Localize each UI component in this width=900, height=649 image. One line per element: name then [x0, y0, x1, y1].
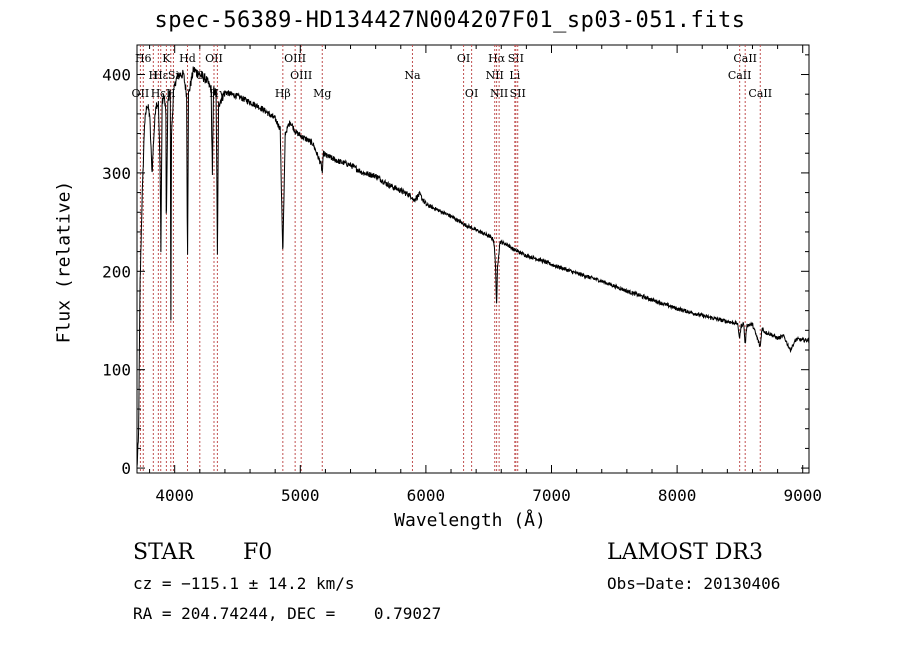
- y-tick-label: 300: [102, 164, 131, 183]
- marker-label: OIII: [284, 52, 306, 65]
- x-axis-label: Wavelength (Å): [394, 510, 546, 531]
- chart-title: spec-56389-HD134427N004207F01_sp03-051.f…: [154, 8, 746, 33]
- spectrum-line: [136, 66, 810, 467]
- object-class: STAR: [133, 540, 194, 565]
- survey-name: LAMOST DR3: [607, 540, 763, 565]
- marker-label: Mg: [313, 87, 331, 100]
- marker-label: Hβ: [275, 87, 291, 100]
- x-tick-label: 4000: [155, 486, 194, 505]
- marker-label: NII: [490, 87, 508, 100]
- marker-label: Si: [168, 69, 180, 82]
- marker-label: SII: [508, 52, 524, 65]
- marker-label: SII: [510, 87, 526, 100]
- marker-label: OI: [465, 87, 478, 100]
- y-tick-label: 100: [102, 361, 131, 380]
- marker-label: OIII: [290, 69, 312, 82]
- marker-label: K: [162, 52, 171, 65]
- marker-label: OII: [132, 87, 150, 100]
- x-tick-label: 5000: [281, 486, 320, 505]
- y-axis-label: Flux (relative): [53, 180, 75, 344]
- y-tick-label: 200: [102, 262, 131, 281]
- marker-label: Hα: [488, 52, 506, 65]
- marker-label: OI: [457, 52, 470, 65]
- marker-label: Na: [404, 69, 421, 82]
- y-tick-label: 400: [102, 66, 131, 85]
- y-tick-label: 0: [121, 459, 131, 478]
- axis-ticks: 4000 5000 6000 7000 8000 9000 0 100 200 300 400: [102, 45, 822, 505]
- marker-label: H6: [135, 52, 152, 65]
- velocity-readout: cz = −115.1 ± 14.2 km/s: [133, 574, 355, 593]
- marker-label: H: [149, 69, 159, 82]
- plot-frame: [136, 44, 810, 474]
- spectral-subclass: F0: [243, 540, 273, 565]
- x-tick-label: 8000: [658, 486, 697, 505]
- marker-label: CaII: [733, 52, 757, 65]
- x-tick-label: 7000: [532, 486, 571, 505]
- marker-label: Hε: [151, 87, 167, 100]
- marker-label: NII: [486, 69, 504, 82]
- marker-label: Li: [509, 69, 520, 82]
- coordinates-readout: RA = 204.74244, DEC = 0.79027: [133, 604, 442, 623]
- marker-label: Hε: [153, 69, 169, 82]
- marker-label: OII: [205, 52, 223, 65]
- x-tick-label: 6000: [407, 486, 446, 505]
- marker-label: Hd: [179, 52, 196, 65]
- x-tick-label: 9000: [783, 486, 822, 505]
- marker-label: CaII: [728, 69, 752, 82]
- observation-date: Obs−Date: 20130406: [607, 574, 781, 593]
- marker-label: CaII: [748, 87, 772, 100]
